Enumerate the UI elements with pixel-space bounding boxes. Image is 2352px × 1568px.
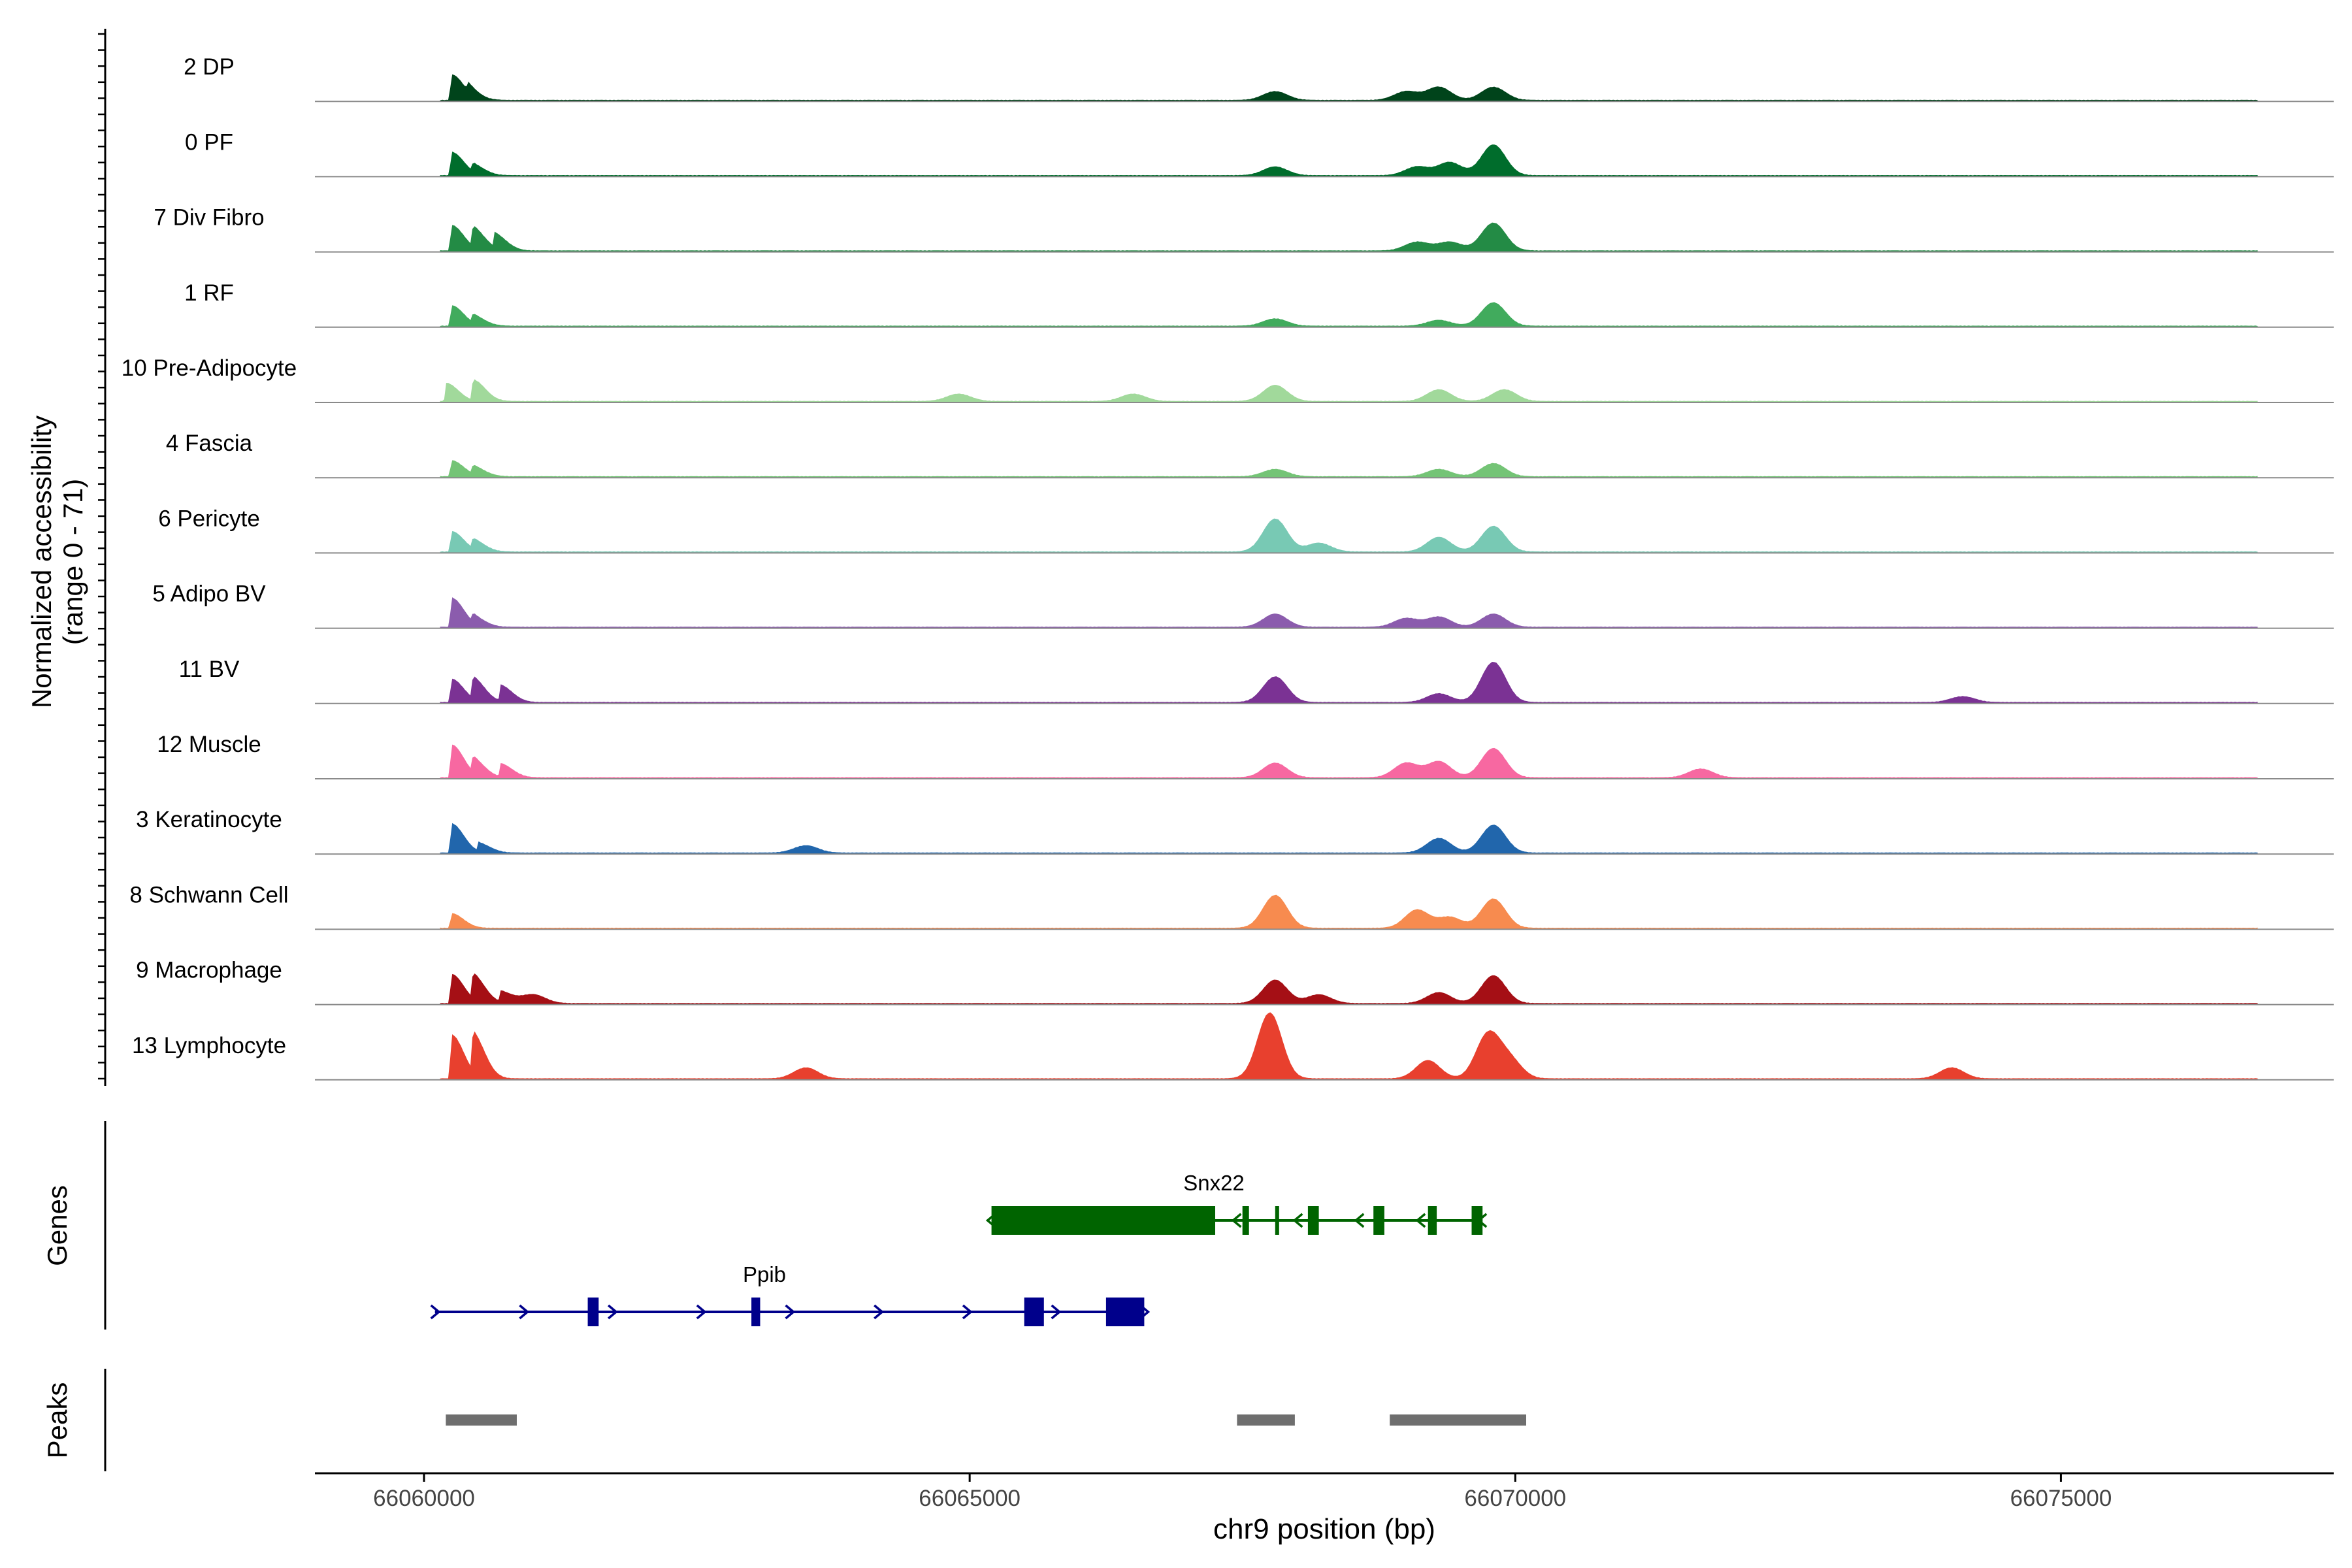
track-signal-area	[440, 379, 2258, 403]
track-6: 4 Fascia	[166, 431, 2334, 479]
gene-exon	[991, 1206, 1215, 1235]
gene-strand-chevron	[1051, 1304, 1062, 1320]
gene-exon	[587, 1298, 599, 1326]
gene-ppib: Ppib	[430, 1262, 1151, 1326]
track-7: 6 Pericyte	[158, 506, 2334, 554]
peak-region	[1237, 1414, 1295, 1426]
x-tick-label: 66065000	[919, 1486, 1021, 1511]
gene-strand-chevron	[519, 1304, 530, 1320]
peaks-panel	[446, 1414, 1526, 1426]
track-2: 0 PF	[185, 129, 2334, 178]
track-signal-area	[440, 894, 2258, 930]
peaks-panel-label: Peaks	[42, 1382, 73, 1459]
y-axis-label-line2: (range 0 - 71)	[57, 479, 88, 645]
gene-label: Ppib	[743, 1262, 786, 1286]
gene-strand-chevron	[785, 1304, 796, 1320]
accessibility-tracks: 2 DP 0 PF 7 Div Fibro 1 RF 10 Pre-Adipocyte 4…	[122, 54, 2334, 1081]
gene-label: Snx22	[1183, 1171, 1245, 1195]
x-tick-label: 66060000	[373, 1486, 475, 1511]
peak-region	[1390, 1414, 1526, 1426]
track-label: 13 Lymphocyte	[132, 1033, 286, 1058]
track-signal-area	[440, 144, 2258, 177]
gene-strand-chevron	[1292, 1213, 1303, 1228]
track-signal-area	[440, 744, 2258, 779]
track-signal-area	[440, 302, 2258, 328]
genes-panel-label: Genes	[42, 1185, 73, 1266]
gene-exon	[1428, 1206, 1437, 1235]
track-10: 12 Muscle	[157, 732, 2334, 779]
track-signal-area	[440, 973, 2258, 1005]
track-11: 3 Keratinocyte	[136, 807, 2334, 855]
track-8: 5 Adipo BV	[152, 581, 2334, 629]
peak-region	[446, 1414, 517, 1426]
track-5: 10 Pre-Adipocyte	[122, 355, 2334, 403]
track-1: 2 DP	[184, 54, 2334, 103]
track-label: 9 Macrophage	[136, 958, 282, 983]
gene-exon	[1242, 1206, 1249, 1235]
x-tick-label: 66075000	[2010, 1486, 2112, 1511]
track-label: 5 Adipo BV	[152, 581, 266, 607]
track-label: 0 PF	[185, 129, 233, 155]
x-tick-label: 66070000	[1464, 1486, 1566, 1511]
track-label: 4 Fascia	[166, 431, 253, 456]
track-label: 8 Schwann Cell	[129, 882, 288, 907]
track-signal-area	[440, 222, 2258, 253]
track-label: 6 Pericyte	[158, 506, 260, 531]
gene-exon	[1105, 1298, 1145, 1326]
gene-strand-chevron	[874, 1304, 885, 1320]
track-signal-area	[440, 823, 2258, 855]
track-label: 3 Keratinocyte	[136, 807, 282, 832]
track-label: 1 RF	[184, 280, 234, 306]
track-signal-area	[440, 460, 2258, 478]
gene-strand-chevron	[962, 1304, 973, 1320]
track-signal-area	[440, 661, 2258, 704]
track-label: 12 Muscle	[157, 732, 261, 757]
gene-exon	[1307, 1206, 1319, 1235]
track-9: 11 BV	[179, 657, 2334, 704]
gene-exon	[1275, 1206, 1279, 1235]
gene-strand-chevron	[1415, 1213, 1426, 1228]
gene-exon	[751, 1298, 760, 1326]
gene-strand-chevron	[696, 1304, 707, 1320]
track-label: 11 BV	[179, 657, 240, 682]
gene-strand-chevron	[1354, 1213, 1365, 1228]
tracks-y-axis-ticks	[98, 33, 105, 1080]
gene-strand-chevron	[608, 1304, 618, 1320]
track-14: 13 Lymphocyte	[132, 1012, 2334, 1081]
track-label: 2 DP	[184, 54, 235, 80]
gene-exon	[1024, 1298, 1044, 1326]
track-signal-area	[440, 74, 2258, 102]
gene-exon	[1373, 1206, 1384, 1235]
gene-strand-chevron	[430, 1304, 441, 1320]
track-signal-area	[440, 518, 2258, 553]
x-axis-ticks: 66060000 66065000 66070000 66075000	[373, 1473, 2112, 1511]
track-label: 7 Div Fibro	[154, 205, 264, 231]
track-3: 7 Div Fibro	[154, 205, 2334, 253]
x-axis-label: chr9 position (bp)	[1213, 1513, 1435, 1545]
gene-strand-chevron	[1231, 1213, 1242, 1228]
track-signal-area	[440, 1012, 2258, 1081]
track-4: 1 RF	[184, 280, 2334, 328]
track-label: 10 Pre-Adipocyte	[122, 355, 297, 381]
gene-exon	[1471, 1206, 1483, 1235]
y-axis-label-line1: Normalized accessibility	[26, 416, 57, 708]
track-12: 8 Schwann Cell	[129, 882, 2334, 930]
gene-snx22: Snx22	[985, 1171, 1488, 1235]
track-13: 9 Macrophage	[136, 958, 2334, 1005]
genes-panel: Snx22 Ppib	[430, 1171, 1488, 1326]
track-signal-area	[440, 597, 2258, 629]
